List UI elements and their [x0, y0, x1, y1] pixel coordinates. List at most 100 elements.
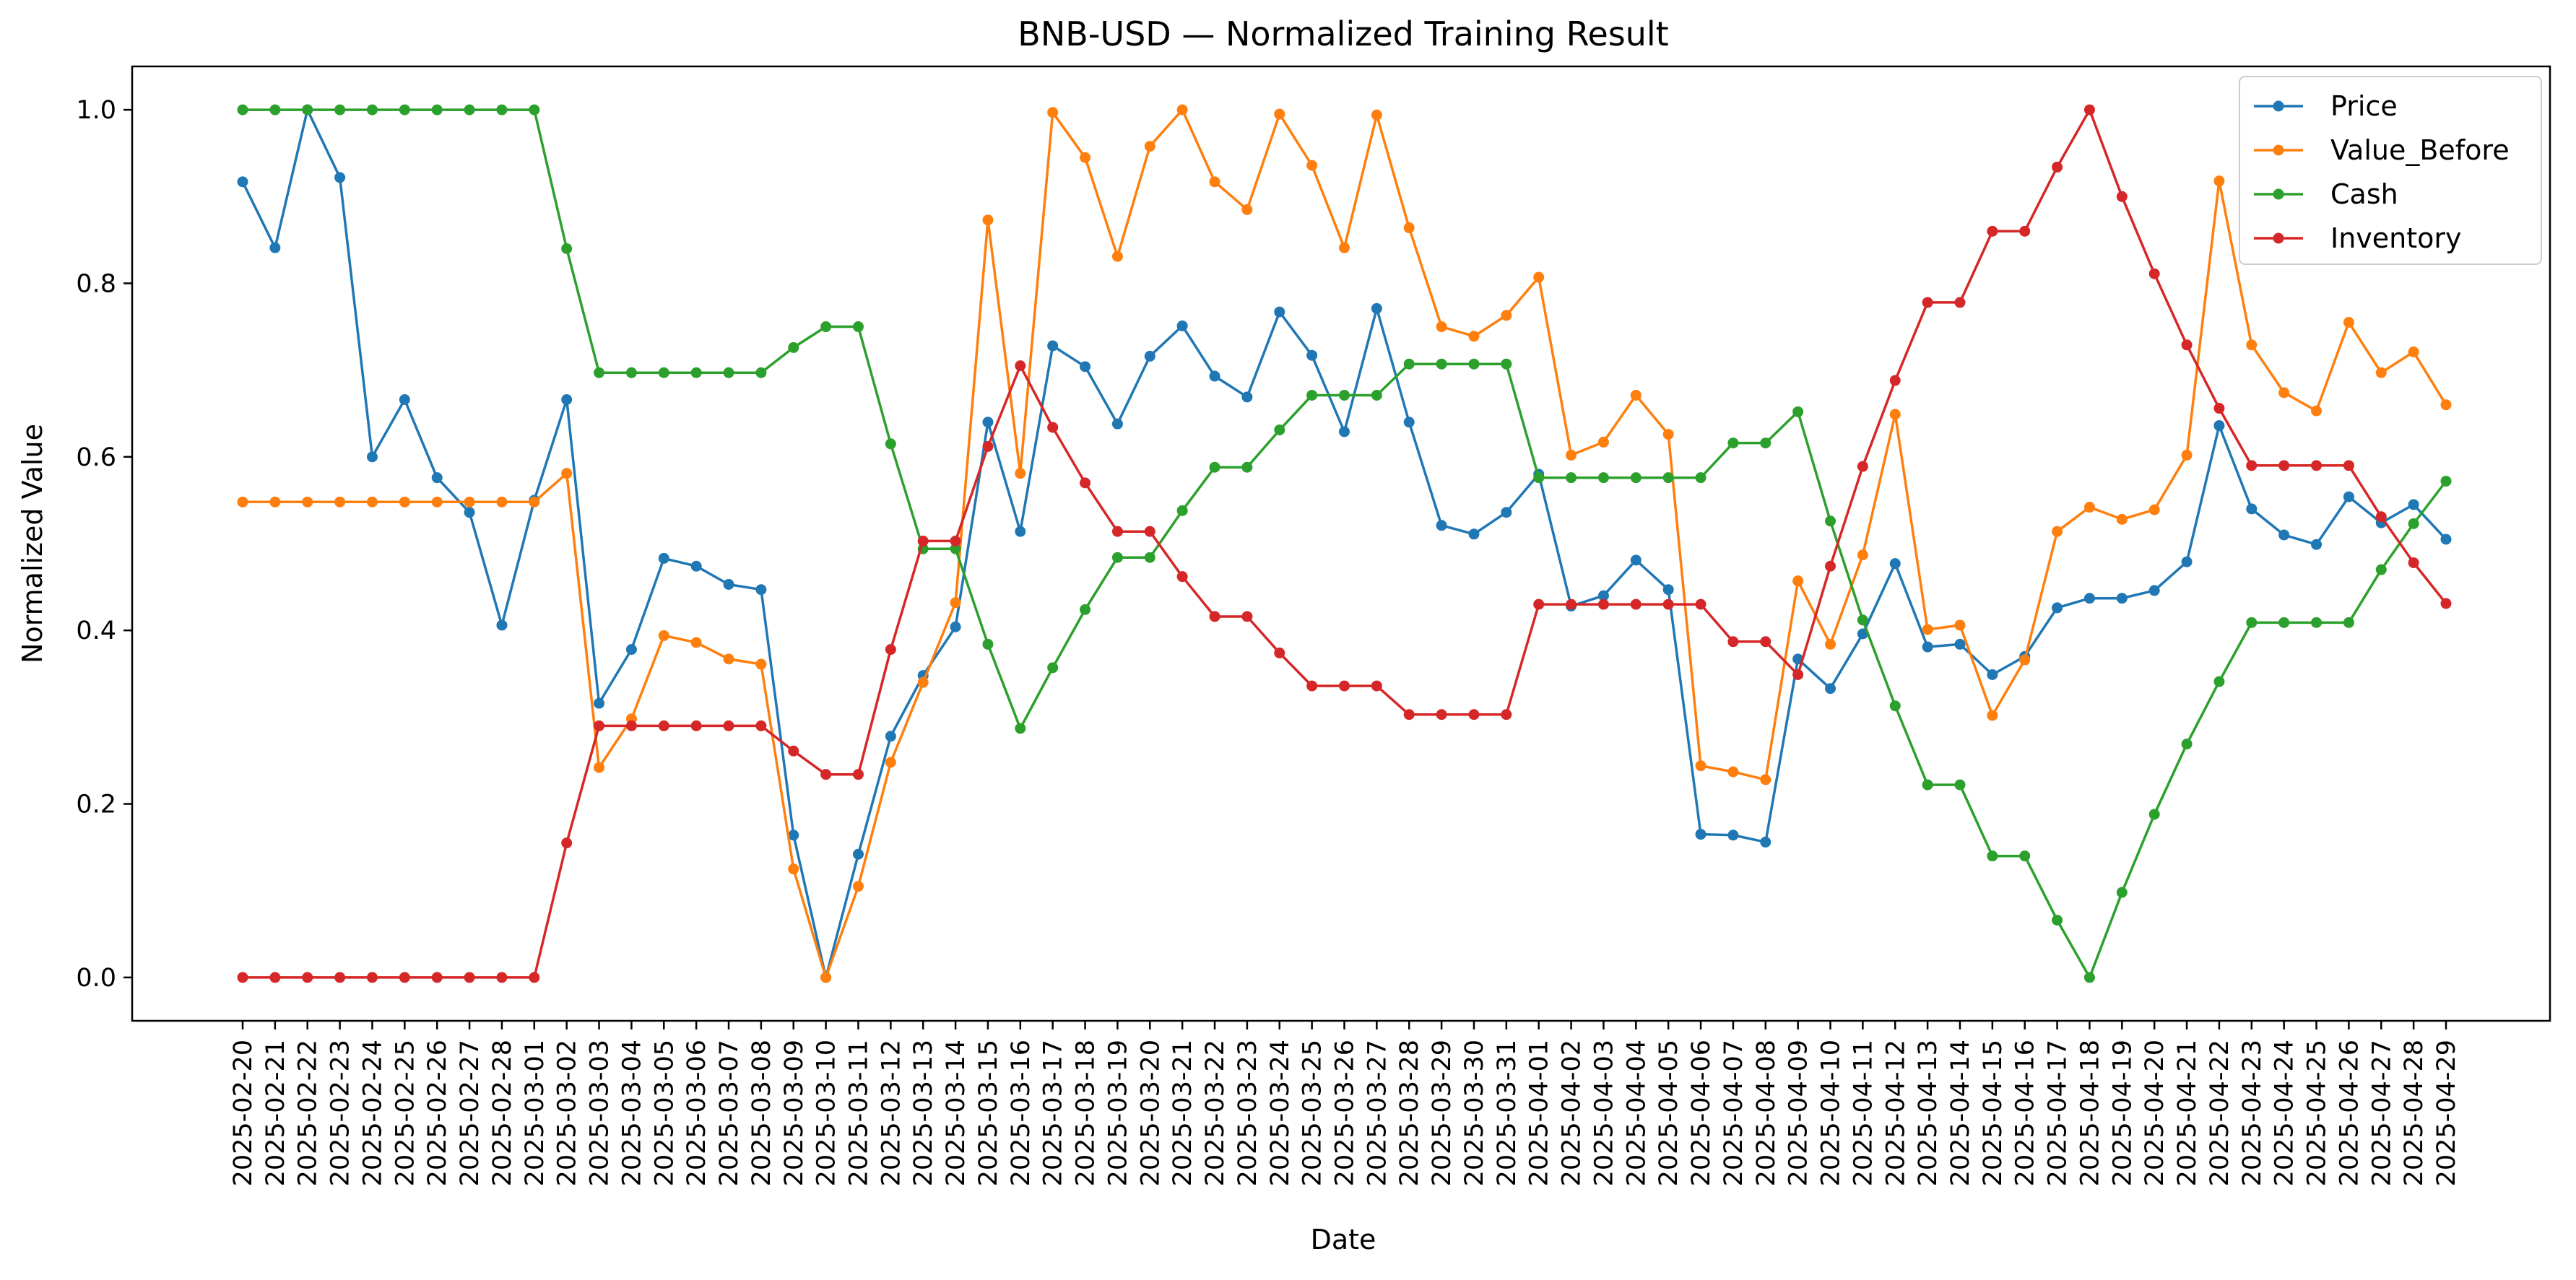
data-point-price: [2246, 503, 2258, 515]
data-point-cash: [2116, 887, 2128, 898]
data-point-cash: [1015, 723, 1026, 734]
data-point-price: [1403, 417, 1415, 428]
data-point-cash: [1695, 472, 1707, 484]
data-point-price: [1954, 638, 1966, 650]
series-cash: [237, 104, 2452, 983]
data-point-value-before: [852, 881, 864, 892]
data-point-price: [852, 848, 864, 860]
x-tick-label: 2025-03-15: [974, 1040, 1003, 1186]
data-point-inventory: [1144, 526, 1155, 537]
legend-box: [2239, 76, 2542, 265]
data-point-inventory: [1954, 297, 1966, 308]
plot-area: [237, 104, 2452, 983]
data-point-cash: [723, 367, 734, 378]
x-tick-label: 2025-03-06: [682, 1040, 711, 1186]
data-point-cash: [1857, 614, 1868, 626]
data-point-price: [1662, 584, 1674, 596]
x-tick-label: 2025-03-31: [1493, 1040, 1522, 1186]
data-point-value-before: [496, 496, 508, 508]
data-point-cash: [658, 367, 669, 378]
data-point-value-before: [1176, 104, 1188, 116]
x-tick-label: 2025-04-26: [2335, 1040, 2364, 1186]
data-point-value-before: [529, 496, 540, 508]
data-point-price: [1209, 370, 1220, 382]
x-tick-label: 2025-04-20: [2141, 1040, 2169, 1186]
x-tick-label: 2025-03-29: [1428, 1040, 1457, 1186]
data-point-price: [366, 451, 378, 463]
x-tick-label: 2025-03-20: [1136, 1040, 1165, 1186]
x-tick-label: 2025-04-23: [2238, 1040, 2267, 1186]
x-tick-label: 2025-03-13: [909, 1040, 938, 1186]
data-point-cash: [1630, 472, 1642, 484]
data-point-price: [2343, 491, 2354, 502]
x-tick-label: 2025-02-26: [423, 1040, 452, 1186]
data-point-cash: [1371, 389, 1382, 401]
x-tick-label: 2025-03-03: [586, 1040, 615, 1186]
x-tick-label: 2025-04-07: [1719, 1040, 1748, 1186]
data-point-value-before: [2181, 449, 2193, 461]
data-point-price: [2181, 556, 2193, 567]
data-point-inventory: [625, 720, 637, 731]
data-point-inventory: [1922, 297, 1933, 308]
data-point-cash: [237, 104, 248, 116]
y-tick-label: 1.0: [76, 96, 116, 125]
x-tick-label: 2025-03-10: [812, 1040, 841, 1186]
data-point-price: [1501, 507, 1512, 518]
data-point-price: [1015, 526, 1026, 537]
data-point-inventory: [1403, 709, 1415, 720]
data-point-inventory: [1662, 598, 1674, 610]
y-axis-label: Normalized Value: [17, 424, 48, 663]
data-point-value-before: [950, 597, 961, 609]
data-point-value-before: [1468, 331, 1480, 342]
data-point-cash: [1144, 552, 1155, 563]
data-point-value-before: [2440, 399, 2452, 411]
x-tick-label: 2025-03-01: [521, 1040, 550, 1186]
data-point-price: [1760, 836, 1771, 848]
data-point-value-before: [2052, 526, 2063, 537]
data-point-inventory: [982, 440, 994, 452]
data-point-value-before: [723, 653, 734, 665]
data-point-cash: [1501, 358, 1512, 370]
data-point-price: [1306, 349, 1318, 361]
data-point-cash: [1047, 662, 1059, 674]
data-point-cash: [1111, 552, 1123, 563]
data-point-value-before: [2116, 513, 2128, 525]
data-point-inventory: [2019, 225, 2031, 237]
data-point-price: [2052, 602, 2063, 614]
data-point-value-before: [334, 496, 346, 508]
y-tick-label: 0.4: [76, 617, 116, 645]
data-point-price: [755, 584, 767, 596]
data-point-value-before: [1111, 251, 1123, 262]
data-point-value-before: [1922, 624, 1933, 635]
legend-item-price: Price: [2254, 90, 2398, 122]
x-tick-label: 2025-03-19: [1103, 1040, 1132, 1186]
series-inventory: [237, 104, 2452, 983]
data-point-cash: [2213, 676, 2225, 687]
x-tick-label: 2025-04-21: [2173, 1040, 2202, 1186]
x-tick-label: 2025-02-28: [488, 1040, 517, 1186]
x-tick-label: 2025-04-18: [2076, 1040, 2104, 1186]
data-point-inventory: [1533, 598, 1545, 610]
y-tick-label: 0.8: [76, 269, 116, 298]
data-point-inventory: [2375, 511, 2387, 523]
data-point-cash: [852, 321, 864, 333]
data-point-inventory: [1080, 477, 1091, 489]
x-tick-label: 2025-02-20: [229, 1040, 258, 1186]
data-point-price: [2116, 593, 2128, 604]
data-point-value-before: [820, 972, 832, 983]
data-point-cash: [334, 104, 346, 116]
data-point-value-before: [431, 496, 443, 508]
data-point-price: [982, 417, 994, 428]
data-point-price: [1727, 830, 1739, 841]
legend-swatch-marker: [2273, 232, 2284, 244]
data-point-cash: [2148, 809, 2160, 820]
data-point-cash: [2083, 972, 2095, 983]
data-point-inventory: [1468, 709, 1480, 720]
data-point-value-before: [2408, 346, 2419, 357]
x-tick-label: 2025-04-06: [1687, 1040, 1716, 1186]
data-point-price: [2408, 499, 2419, 510]
data-point-value-before: [561, 468, 573, 479]
data-point-price: [1371, 302, 1382, 314]
data-point-cash: [269, 104, 281, 116]
data-point-inventory: [1727, 636, 1739, 648]
